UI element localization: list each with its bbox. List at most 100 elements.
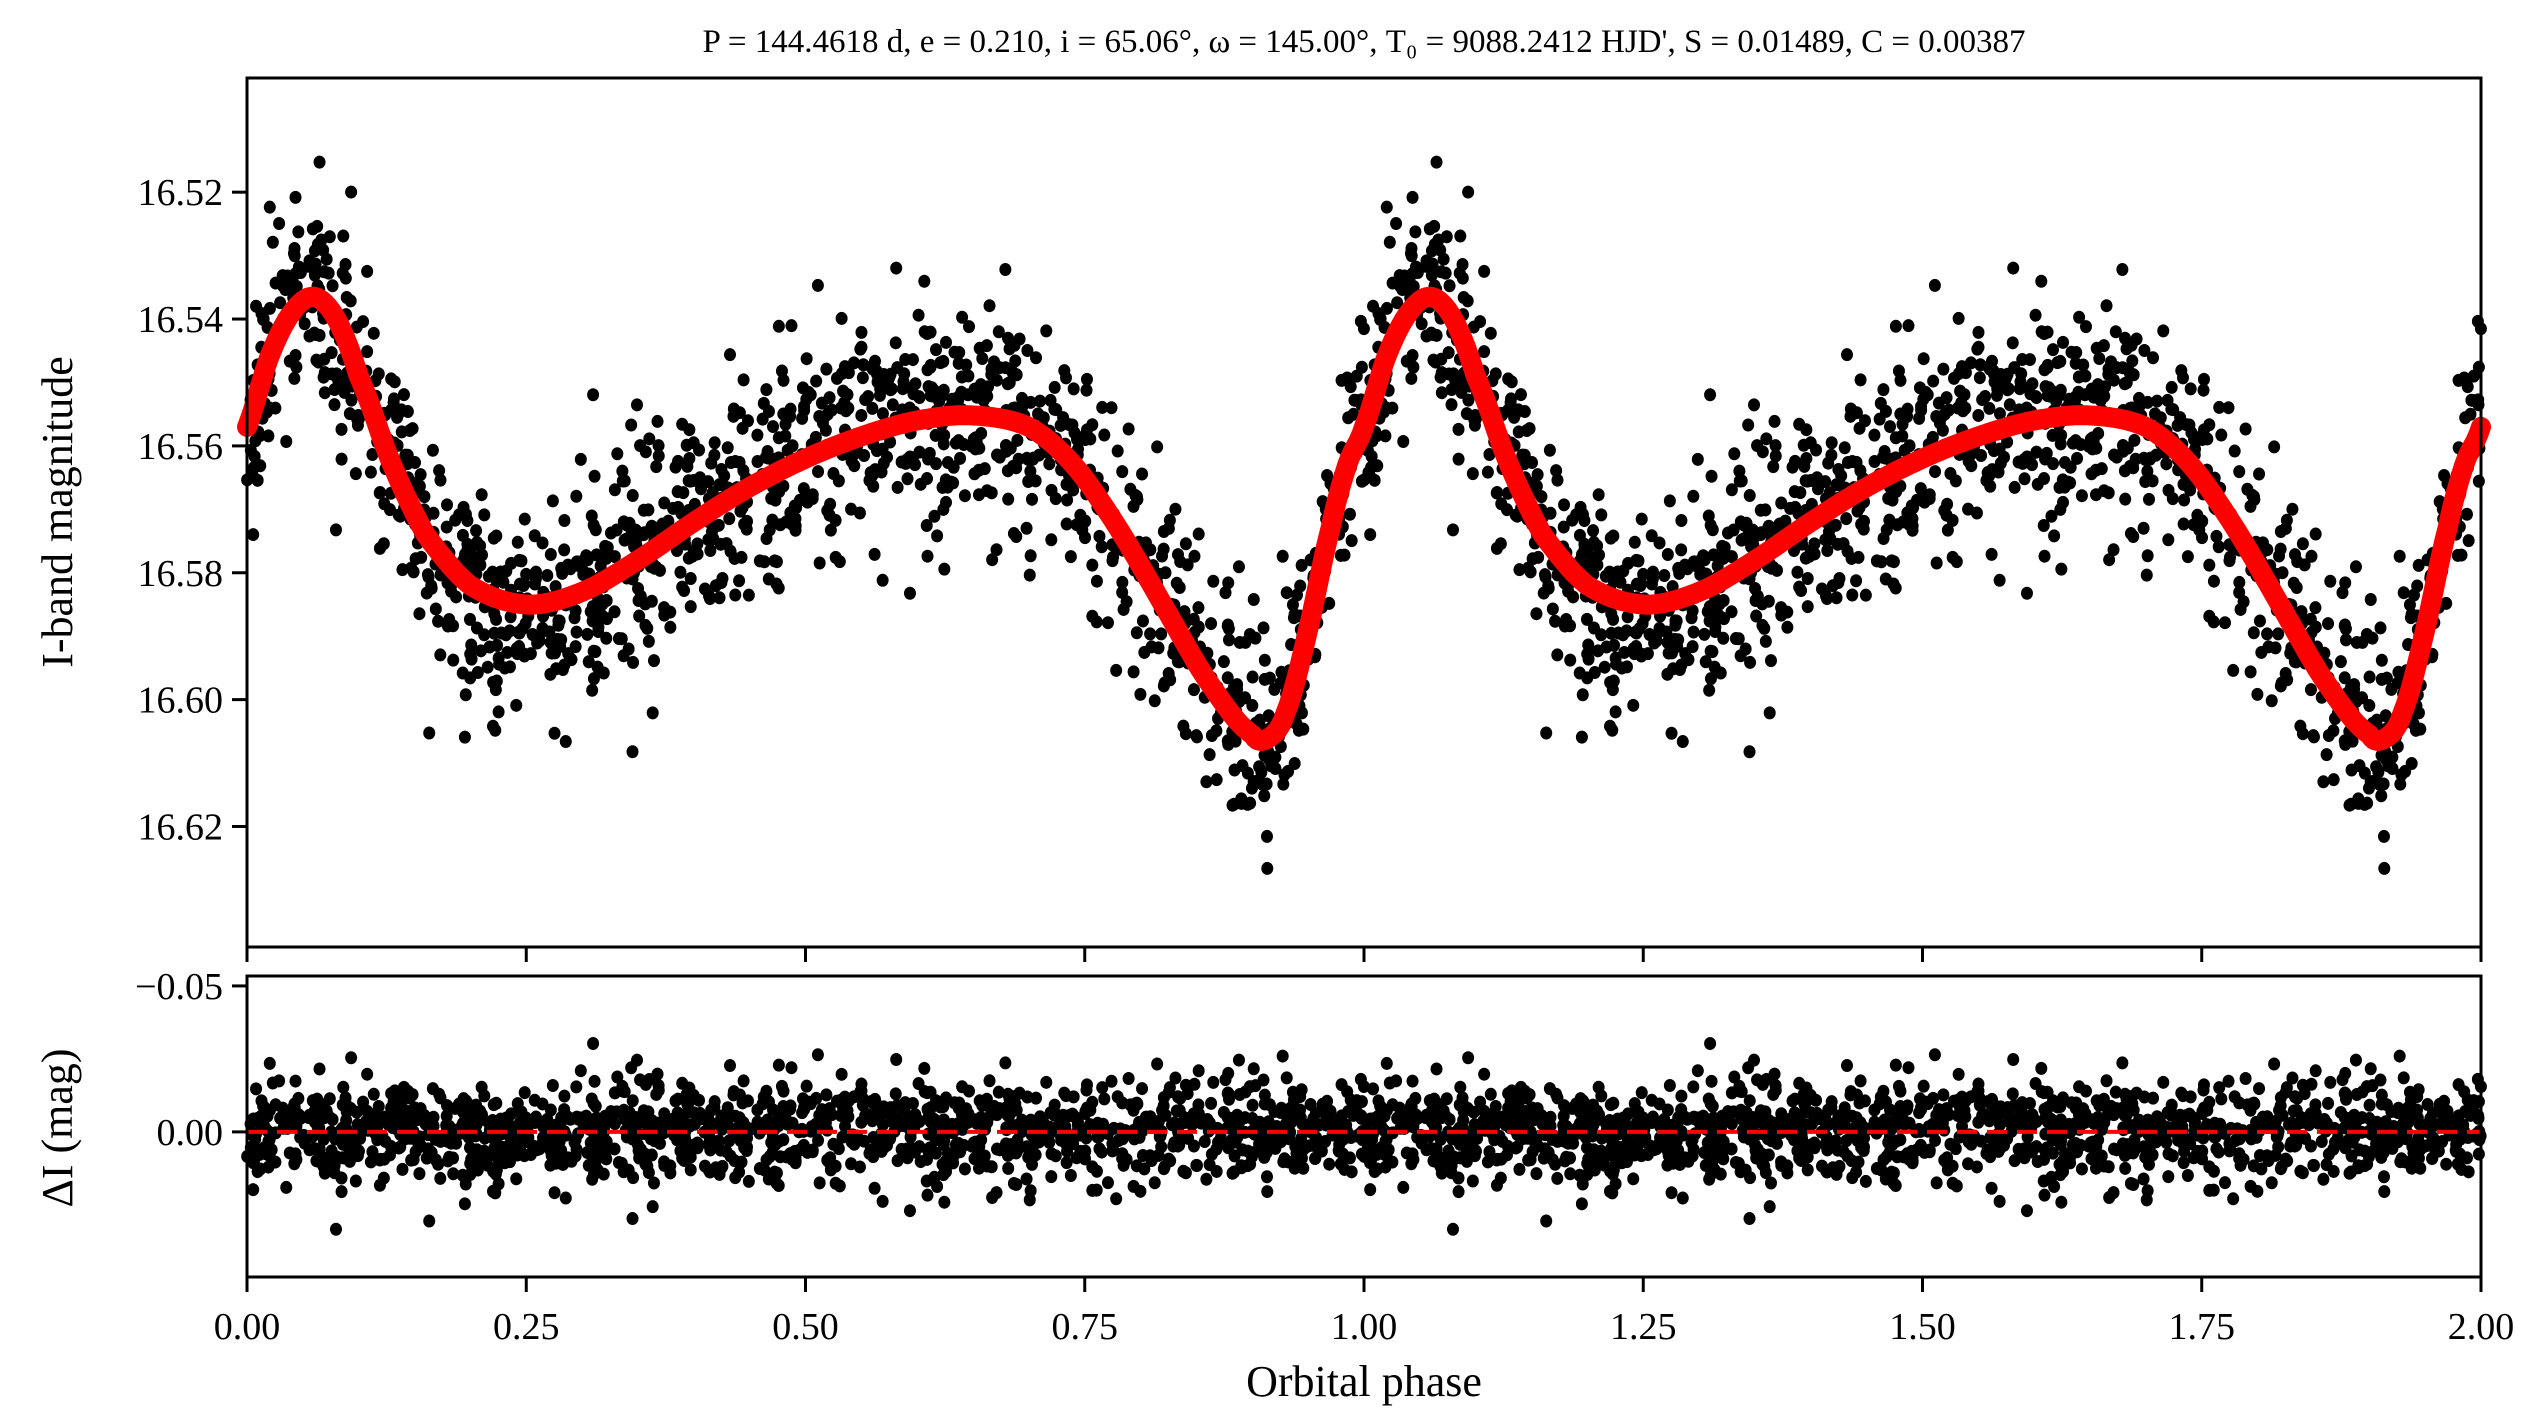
observation-point bbox=[493, 657, 506, 671]
observation-point bbox=[2207, 574, 2220, 588]
residual-point bbox=[279, 1110, 292, 1124]
observation-point bbox=[1840, 512, 1853, 526]
observation-point bbox=[2137, 521, 2150, 535]
observation-point bbox=[2207, 615, 2220, 629]
observation-point bbox=[2006, 336, 2019, 350]
observation-point bbox=[1155, 627, 1168, 641]
observation-point bbox=[273, 216, 286, 230]
residual-point bbox=[970, 1137, 983, 1151]
observation-point bbox=[513, 553, 526, 567]
residual-point bbox=[918, 1085, 931, 1099]
observation-point bbox=[2016, 456, 2029, 470]
residual-point bbox=[516, 1136, 529, 1150]
observation-point bbox=[737, 373, 750, 387]
observation-point bbox=[1829, 518, 1842, 532]
observation-point bbox=[686, 549, 699, 563]
residual-point bbox=[2103, 1191, 2116, 1205]
residual-point bbox=[367, 1118, 380, 1132]
observation-point bbox=[652, 449, 665, 463]
residual-point bbox=[1261, 1185, 1274, 1199]
residual-point bbox=[708, 1100, 721, 1114]
residual-point bbox=[1703, 1172, 1716, 1186]
residual-point bbox=[937, 1113, 950, 1127]
observation-point bbox=[1894, 407, 1907, 421]
observation-point bbox=[622, 642, 635, 656]
observation-point bbox=[982, 380, 995, 394]
residual-point bbox=[329, 1132, 342, 1146]
residual-point bbox=[1268, 1105, 1281, 1119]
observation-point bbox=[993, 361, 1006, 375]
observation-point bbox=[1478, 345, 1491, 359]
residual-point bbox=[1288, 1092, 1301, 1106]
observation-point bbox=[2197, 383, 2210, 397]
observation-point bbox=[820, 362, 833, 376]
residual-point bbox=[1228, 1111, 1241, 1125]
observation-point bbox=[1775, 601, 1788, 615]
observation-point bbox=[2198, 423, 2211, 437]
observation-point bbox=[556, 566, 569, 580]
observation-point bbox=[1914, 482, 1927, 496]
observation-point bbox=[905, 381, 918, 395]
observation-point bbox=[600, 631, 613, 645]
residual-point bbox=[329, 1222, 342, 1236]
residual-point bbox=[2268, 1057, 2281, 1071]
observation-point bbox=[2100, 299, 2113, 313]
observation-point bbox=[1244, 796, 1257, 810]
observation-point bbox=[1840, 348, 1853, 362]
residual-point bbox=[425, 1146, 438, 1160]
observation-point bbox=[1635, 649, 1648, 663]
observation-point bbox=[2141, 549, 2154, 563]
observation-point bbox=[2166, 492, 2179, 506]
observation-point bbox=[1767, 521, 1780, 535]
observation-point bbox=[859, 393, 872, 407]
observation-point bbox=[608, 483, 621, 497]
residual-point bbox=[373, 1153, 386, 1167]
observation-point bbox=[1946, 513, 1959, 527]
observation-point bbox=[1452, 452, 1465, 466]
observation-point bbox=[1650, 634, 1663, 648]
residual-point bbox=[518, 1086, 531, 1100]
observation-point bbox=[937, 437, 950, 451]
observation-point bbox=[775, 364, 788, 378]
residual-point bbox=[891, 1154, 904, 1168]
observation-point bbox=[1190, 729, 1203, 743]
residual-point bbox=[775, 1079, 788, 1093]
residual-point bbox=[1070, 1151, 1083, 1165]
observation-point bbox=[912, 390, 925, 404]
observation-point bbox=[884, 367, 897, 381]
residual-point bbox=[924, 1114, 937, 1128]
observation-point bbox=[1144, 543, 1157, 557]
observation-point bbox=[587, 388, 600, 402]
observation-point bbox=[2087, 435, 2100, 449]
observation-point bbox=[694, 482, 707, 496]
observation-point bbox=[1217, 655, 1230, 669]
observation-point bbox=[1060, 371, 1073, 385]
observation-point bbox=[1906, 523, 1919, 537]
observation-point bbox=[1673, 662, 1686, 676]
observation-point bbox=[991, 448, 1004, 462]
observation-point bbox=[918, 274, 931, 288]
observation-point bbox=[1350, 369, 1363, 383]
residual-point bbox=[2109, 1085, 2122, 1099]
residual-point bbox=[800, 1098, 813, 1112]
observation-point bbox=[1767, 460, 1780, 474]
residual-point bbox=[1332, 1143, 1345, 1157]
observation-point bbox=[1023, 568, 1036, 582]
observation-point bbox=[1947, 371, 1960, 385]
observation-point bbox=[733, 455, 746, 469]
observation-point bbox=[2411, 579, 2424, 593]
observation-point bbox=[646, 706, 659, 720]
observation-point bbox=[1012, 452, 1025, 466]
observation-point bbox=[723, 512, 736, 526]
observation-point bbox=[855, 340, 868, 354]
observation-point bbox=[1453, 381, 1466, 395]
residual-point bbox=[2315, 1135, 2328, 1149]
observation-point bbox=[1543, 443, 1556, 457]
residual-point bbox=[467, 1114, 480, 1128]
observation-point bbox=[1210, 773, 1223, 787]
observation-point bbox=[713, 591, 726, 605]
residual-point bbox=[681, 1097, 694, 1111]
observation-point bbox=[570, 625, 583, 639]
observation-point bbox=[373, 541, 386, 555]
residual-point bbox=[373, 1178, 386, 1192]
